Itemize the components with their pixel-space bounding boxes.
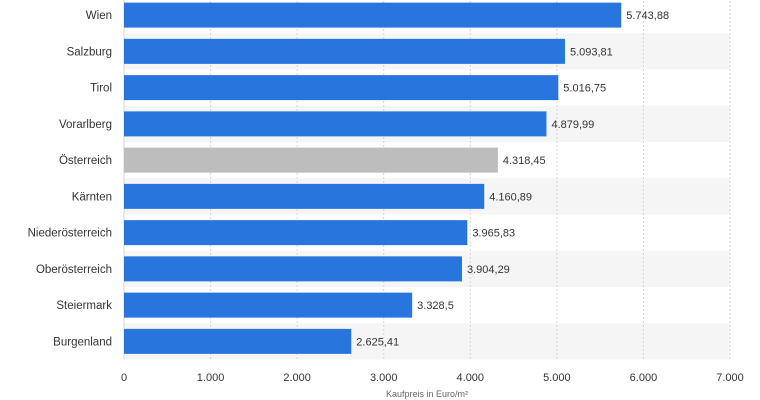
x-tick-label: 3.000 xyxy=(370,372,398,384)
x-tick-label: 6.000 xyxy=(630,372,658,384)
value-label: 5.093,81 xyxy=(570,46,613,58)
bar xyxy=(124,328,352,354)
bar xyxy=(124,292,413,318)
category-label: Burgenland xyxy=(53,336,112,348)
category-label: Steiermark xyxy=(56,300,112,312)
bar xyxy=(124,2,622,28)
category-labels: Wien Salzburg Tirol Vorarlberg Österreich Kär… xyxy=(28,10,113,348)
x-tick-label: 5.000 xyxy=(543,372,571,384)
bar xyxy=(124,256,462,282)
x-tick-label: 0 xyxy=(121,372,127,384)
category-label: Wien xyxy=(86,10,112,22)
x-axis-title: Kaufpreis in Euro/m² xyxy=(386,389,468,399)
value-label: 3.904,29 xyxy=(467,264,510,276)
x-tick-label: 2.000 xyxy=(283,372,311,384)
category-label: Oberösterreich xyxy=(36,264,112,276)
bar xyxy=(124,220,468,246)
bar xyxy=(124,183,485,209)
category-label: Kärnten xyxy=(72,191,112,203)
value-label: 5.016,75 xyxy=(563,83,606,95)
category-label: Niederösterreich xyxy=(28,228,112,240)
category-label: Tirol xyxy=(90,83,112,95)
bars xyxy=(124,2,622,354)
value-label: 4.160,89 xyxy=(489,191,532,203)
value-label: 5.743,88 xyxy=(626,10,669,22)
x-tick-label: 1.000 xyxy=(197,372,225,384)
category-label: Salzburg xyxy=(67,46,112,58)
value-labels: 5.743,88 5.093,81 5.016,75 4.879,99 4.318,45… xyxy=(356,10,669,348)
x-tick-label: 7.000 xyxy=(716,372,744,384)
value-label: 4.879,99 xyxy=(551,119,594,131)
category-label: Österreich xyxy=(59,155,112,167)
x-tick-label: 4.000 xyxy=(457,372,485,384)
category-label: Vorarlberg xyxy=(59,119,112,131)
x-tick-labels: 0 1.000 2.000 3.000 4.000 5.000 6.000 7.000 xyxy=(121,372,744,384)
value-label: 4.318,45 xyxy=(503,155,546,167)
value-label: 3.965,83 xyxy=(472,228,515,240)
bar xyxy=(124,38,565,64)
bar xyxy=(124,147,498,173)
bar xyxy=(124,75,559,101)
value-label: 3.328,5 xyxy=(417,300,454,312)
bar xyxy=(124,111,547,137)
value-label: 2.625,41 xyxy=(356,336,399,348)
